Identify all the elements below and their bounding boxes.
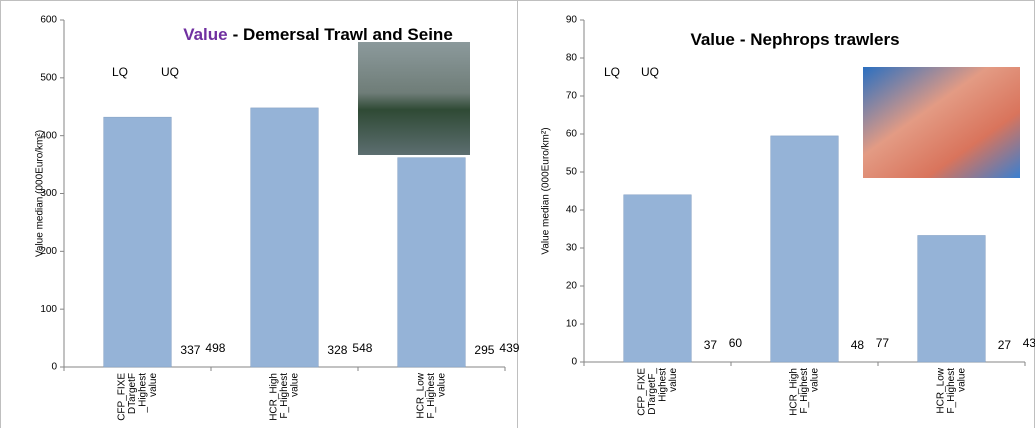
x-tick-label: HCR_Low	[416, 372, 427, 418]
lq-value: 48	[851, 338, 865, 352]
title-part: Value	[183, 25, 227, 44]
uq-value: 498	[205, 341, 225, 355]
y-tick-label: 60	[566, 129, 578, 140]
y-tick-label: 80	[566, 53, 578, 64]
uq-header: UQ	[641, 65, 659, 79]
bar	[103, 116, 172, 368]
x-tick-label: value	[290, 373, 301, 397]
x-tick-label: HCR_Low	[936, 367, 947, 413]
y-tick-label: 70	[566, 91, 578, 102]
bar	[397, 157, 466, 368]
title-part: Value	[690, 30, 734, 49]
y-tick-label: 300	[40, 188, 57, 199]
chart-title: Value - Demersal Trawl and Seine	[183, 25, 453, 44]
y-tick-label: 100	[40, 304, 57, 315]
bar	[623, 194, 692, 363]
lq-header: LQ	[604, 65, 620, 79]
y-tick-label: 200	[40, 246, 57, 257]
x-tick-label: value	[437, 373, 448, 397]
x-tick-label: CFP_FIXE	[116, 373, 127, 421]
bar	[917, 235, 986, 363]
uq-value: 439	[499, 341, 519, 355]
y-tick-label: 500	[40, 72, 57, 83]
x-tick-label: F_Highest	[279, 373, 290, 419]
x-tick-label: F_Highest	[426, 373, 437, 419]
y-tick-label: 90	[566, 15, 578, 26]
y-axis-label: Value median (000Euro/km²)	[541, 127, 552, 254]
uq-value: 548	[352, 341, 372, 355]
y-tick-label: 10	[566, 319, 578, 330]
lq-value: 37	[704, 338, 718, 352]
y-tick-label: 30	[566, 243, 578, 254]
y-tick-label: 600	[40, 15, 57, 26]
y-tick-label: 400	[40, 130, 57, 141]
chart-title: Value - Nephrops trawlers	[690, 30, 899, 49]
x-tick-label: HCR_High	[269, 373, 280, 421]
y-tick-label: 0	[51, 362, 57, 373]
lq-value: 27	[998, 338, 1012, 352]
uq-value: 43	[1023, 336, 1035, 350]
title-part: - Demersal Trawl and Seine	[233, 25, 453, 44]
y-tick-label: 0	[571, 357, 577, 368]
uq-header: UQ	[161, 65, 179, 79]
photo-nephrops	[863, 67, 1020, 178]
y-tick-label: 20	[566, 281, 578, 292]
uq-value: 60	[729, 336, 743, 350]
bar	[770, 135, 839, 363]
uq-value: 77	[876, 336, 890, 350]
y-tick-label: 40	[566, 205, 578, 216]
lq-value: 295	[474, 343, 494, 357]
lq-value: 328	[327, 343, 347, 357]
y-tick-label: 50	[566, 167, 578, 178]
bar	[250, 107, 319, 368]
x-tick-label: DTargetF	[127, 373, 138, 414]
lq-header: LQ	[112, 65, 128, 79]
lq-value: 337	[180, 343, 200, 357]
x-tick-label: _Highest	[137, 373, 148, 414]
x-tick-label: DTargetF_	[647, 368, 658, 415]
x-tick-label: value	[957, 368, 968, 392]
y-axis-label: Value median (000Euro/km²)	[35, 130, 46, 257]
x-tick-label: value	[668, 368, 679, 392]
x-tick-label: F_Highest	[799, 368, 810, 414]
title-part: - Nephrops trawlers	[740, 30, 900, 49]
photo-boat	[358, 42, 470, 155]
x-tick-label: F_Highest	[946, 368, 957, 414]
x-tick-label: value	[810, 368, 821, 392]
x-tick-label: value	[148, 373, 159, 397]
x-tick-label: Highest	[657, 368, 668, 402]
x-tick-label: CFP_FIXE	[636, 368, 647, 416]
x-tick-label: HCR_High	[789, 368, 800, 416]
